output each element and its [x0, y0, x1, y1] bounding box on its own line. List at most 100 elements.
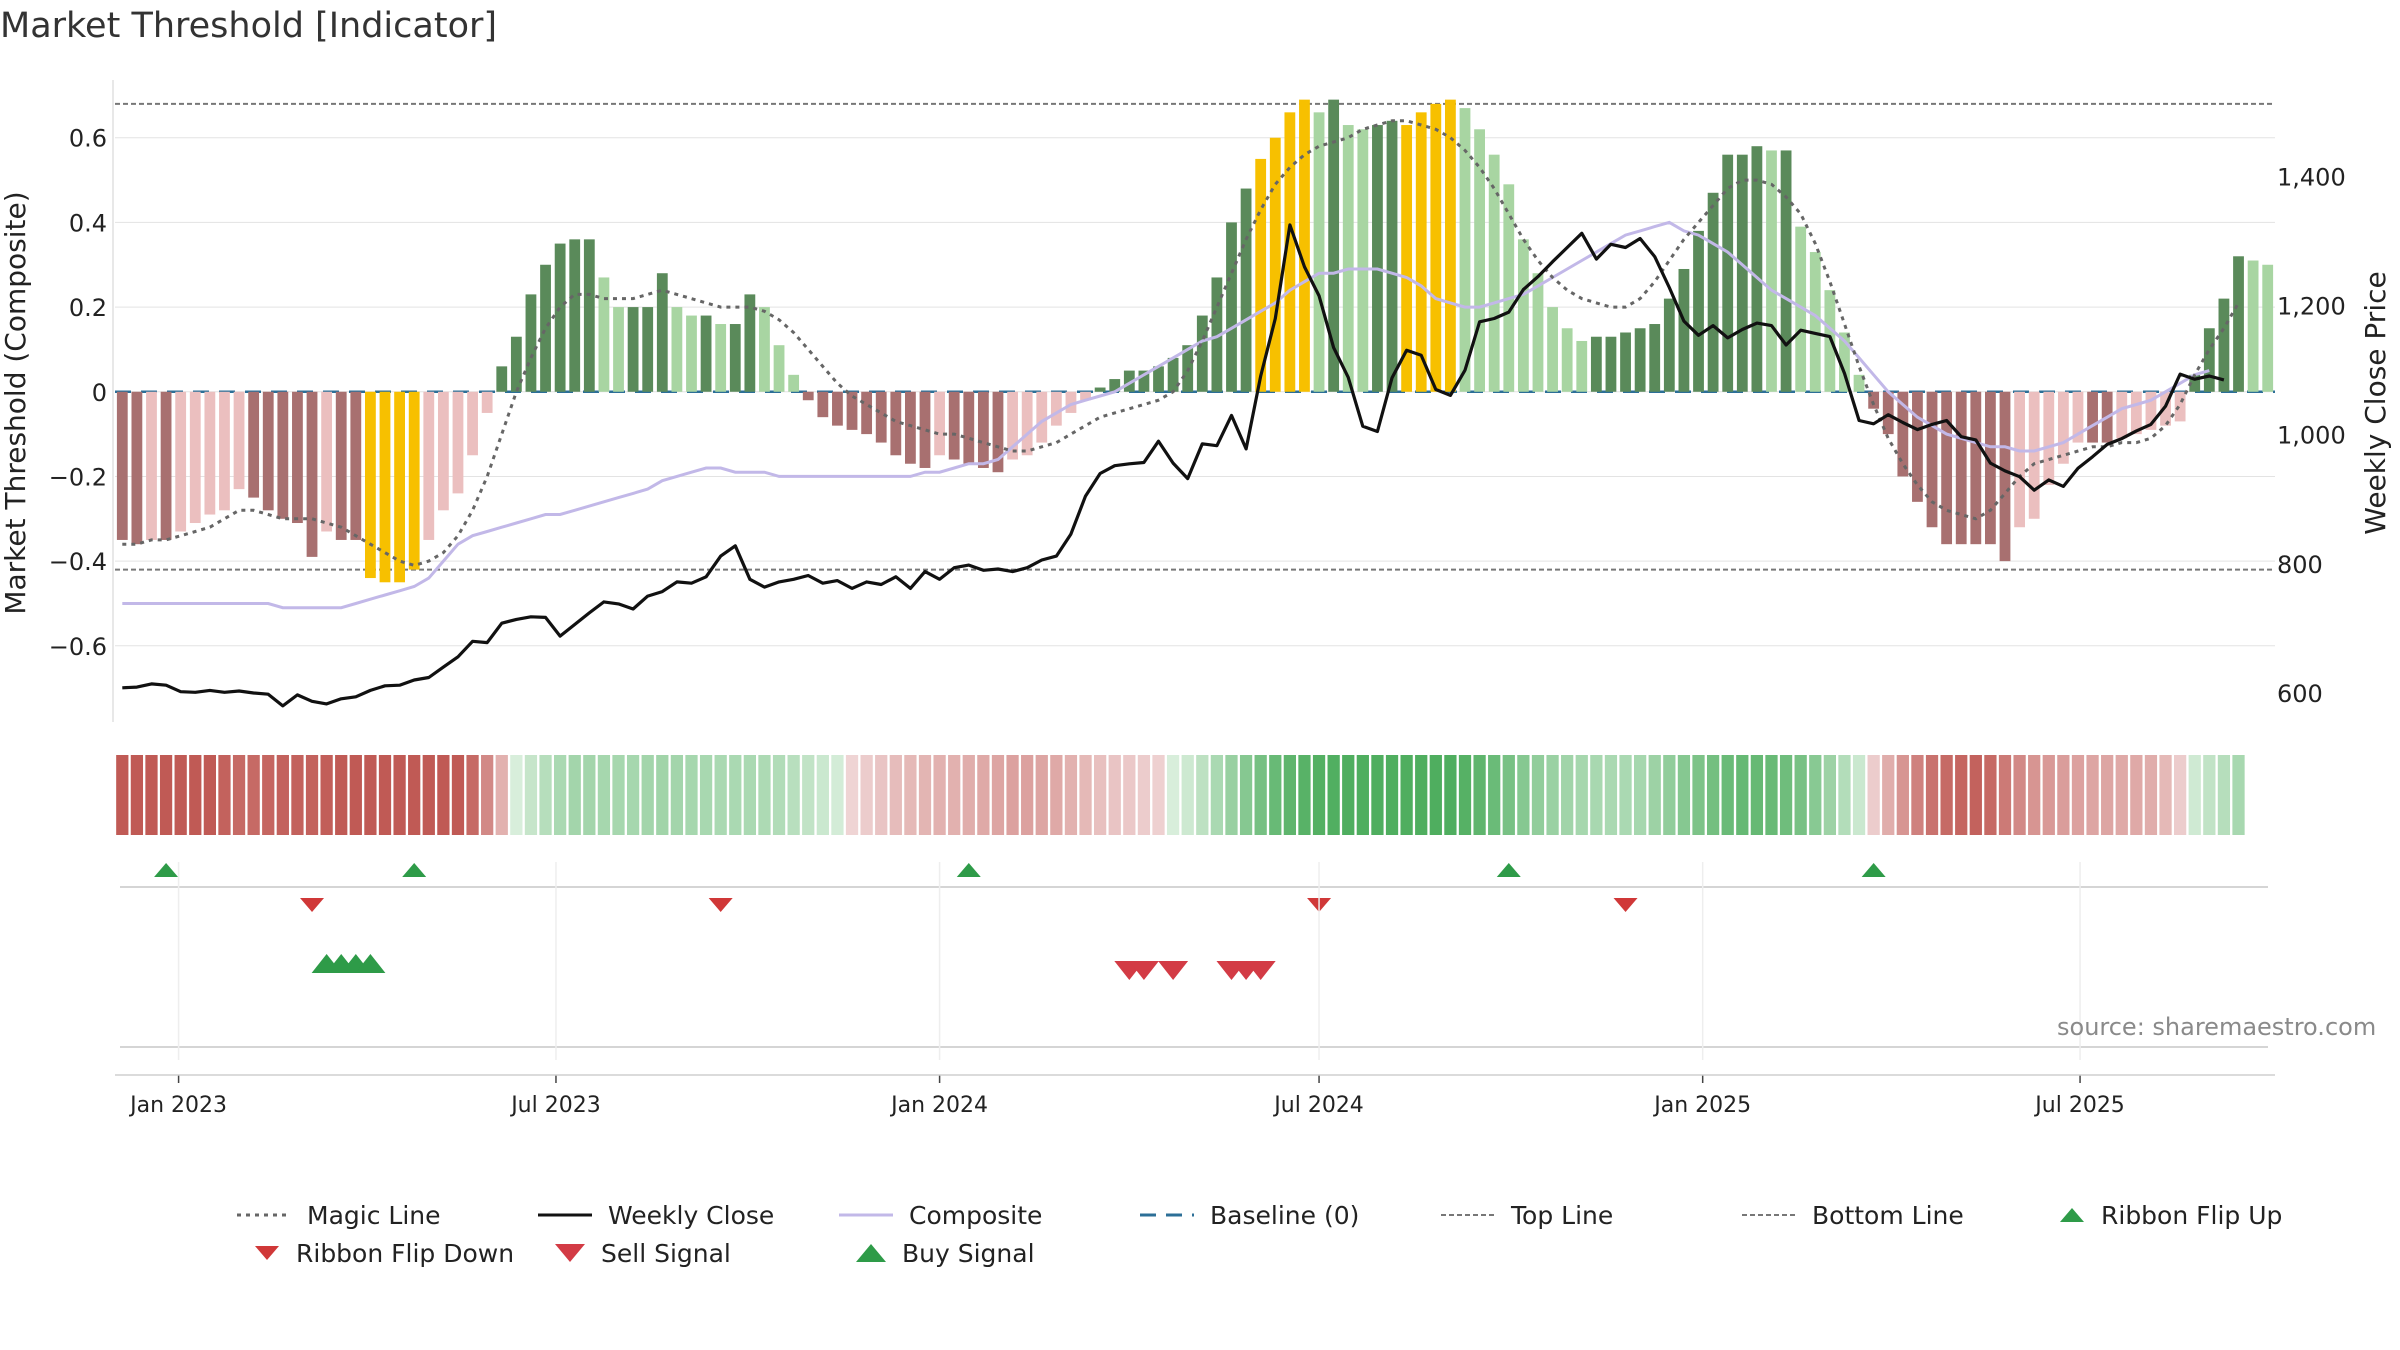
composite-bar	[788, 374, 800, 392]
legend-item-sell-signal: Sell Signal	[553, 1236, 731, 1270]
ribbon-segment	[1531, 755, 1545, 835]
ribbon-segment	[612, 755, 625, 835]
ribbon-segment	[276, 755, 289, 835]
composite-bar	[627, 307, 639, 392]
ribbon-segment	[1385, 755, 1399, 835]
ribbon-segment	[262, 755, 275, 835]
ribbon-segment	[2028, 755, 2041, 835]
composite-bar	[525, 294, 537, 392]
ribbon-segment	[2101, 755, 2114, 835]
composite-bar	[189, 391, 201, 524]
ribbon-segment	[495, 755, 508, 835]
ribbon-segment	[2188, 755, 2201, 835]
y-tick-label-left: 0.2	[69, 294, 107, 322]
legend-item-buy-signal: Buy Signal	[854, 1236, 1035, 1270]
ribbon-segment	[1415, 755, 1428, 835]
composite-bar	[671, 307, 683, 392]
composite-bar	[1985, 391, 1996, 545]
ribbon-strip	[116, 755, 2245, 835]
ribbon-segment	[656, 755, 669, 835]
ribbon-segment	[1677, 755, 1691, 835]
ribbon-segment	[977, 755, 990, 835]
y-tick-label-left: 0	[92, 379, 107, 407]
ribbon-segment	[1108, 755, 1121, 835]
ribbon-segment	[1021, 755, 1034, 835]
ribbon-segment	[1969, 755, 1982, 835]
composite-bar	[1445, 99, 1456, 392]
x-tick-label: Jan 2023	[128, 1093, 227, 1118]
ribbon-segment	[1152, 755, 1165, 835]
composite-bar	[1401, 125, 1413, 392]
x-tick-label: Jul 2025	[2033, 1093, 2125, 1118]
composite-bar	[1036, 391, 1048, 443]
ribbon-segment	[1312, 755, 1326, 835]
ribbon-segment	[1502, 755, 1515, 835]
ribbon-segment	[232, 755, 246, 835]
legend-label: Weekly Close	[608, 1200, 775, 1230]
legend-item-top-line: Top Line	[1439, 1198, 1613, 1232]
composite-bar	[1576, 340, 1588, 392]
composite-bar	[1809, 252, 1821, 392]
ribbon-segment	[1779, 755, 1793, 835]
ribbon-segment	[305, 755, 319, 835]
composite-bar	[1284, 112, 1296, 392]
ribbon-segment	[1094, 755, 1107, 835]
x-tick-label: Jul 2023	[509, 1093, 601, 1118]
ribbon-segment	[1342, 755, 1355, 835]
ribbon-segment	[1035, 755, 1048, 835]
composite-bar	[875, 391, 887, 443]
legend-swatch-ribbon-flip-up	[2060, 1208, 2084, 1222]
composite-bar	[1970, 391, 1982, 545]
composite-line	[122, 220, 2210, 610]
y-tick-label-right: 1,000	[2277, 422, 2346, 450]
ribbon-segment	[335, 755, 348, 835]
composite-bar	[365, 391, 376, 579]
y-tick-label-left: 0.4	[69, 209, 107, 237]
ribbon-segment	[583, 755, 596, 835]
composite-bar	[1503, 184, 1515, 392]
composite-bar	[1882, 391, 1894, 435]
ribbon-segment	[991, 755, 1005, 835]
ribbon-segment	[568, 755, 581, 835]
ribbon-segment	[2174, 755, 2187, 835]
composite-bar	[1532, 273, 1544, 392]
legend-swatch-magic-line	[237, 1213, 291, 1217]
legend-label: Magic Line	[307, 1200, 441, 1230]
ribbon-segment	[130, 755, 144, 835]
legend-label: Buy Signal	[902, 1238, 1035, 1268]
composite-bar	[146, 391, 157, 540]
ribbon-segment	[772, 755, 786, 835]
legend-swatch-weekly-close	[538, 1213, 592, 1217]
legend: Magic Line Weekly Close Composite Baseli…	[0, 1198, 2400, 1288]
composite-bar	[1736, 154, 1748, 392]
composite-bar	[496, 366, 508, 392]
legend-label: Ribbon Flip Up	[2101, 1200, 2283, 1230]
ribbon-segment	[451, 755, 465, 835]
ribbon-segment	[1823, 755, 1836, 835]
ribbon-segment	[189, 755, 202, 835]
composite-bar	[1357, 129, 1369, 392]
ribbon-segment	[422, 755, 435, 835]
composite-bar	[1313, 112, 1325, 392]
composite-bar	[423, 391, 435, 540]
composite-bar	[204, 391, 216, 515]
composite-bar	[846, 391, 858, 430]
y-tick-label-right: 600	[2277, 680, 2323, 708]
ribbon-segment	[933, 755, 946, 835]
composite-bar	[1255, 158, 1267, 392]
legend-label: Baseline (0)	[1210, 1200, 1360, 1230]
ribbon-segment	[116, 755, 129, 835]
y-axis-label-right: Weekly Close Price	[2359, 271, 2392, 534]
composite-bar	[1999, 391, 2011, 562]
composite-bar	[408, 391, 420, 570]
ribbon-segment	[1809, 755, 1822, 835]
composite-bar	[2145, 391, 2157, 430]
composite-bar	[2262, 264, 2274, 392]
composite-bar	[1065, 391, 1077, 413]
composite-bar	[2087, 391, 2098, 443]
composite-bar	[919, 391, 931, 468]
composite-bar	[934, 391, 945, 456]
ribbon-segment	[1400, 755, 1413, 835]
ribbon-segment	[816, 755, 829, 835]
ribbon-segment	[845, 755, 859, 835]
